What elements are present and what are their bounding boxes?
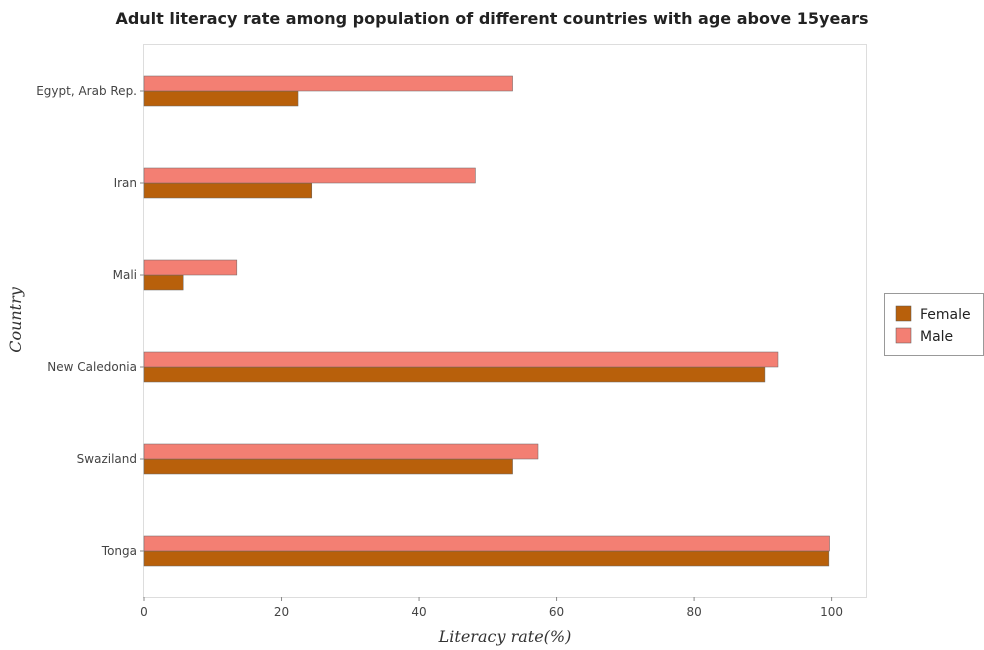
- legend-label-male: Male: [920, 329, 953, 345]
- x-axis-ticks: 0 20 40 60 80 100: [140, 597, 843, 619]
- legend-box: [884, 293, 984, 356]
- legend-swatch-male: [895, 327, 912, 344]
- bars: [143, 75, 830, 567]
- y-axis-ticks: Egypt, Arab Rep. Iran Mali New Caledonia Swa…: [36, 84, 144, 558]
- plot-area: [143, 44, 867, 598]
- bar-male-iran: [143, 167, 476, 184]
- bar-female-iran: [143, 182, 313, 199]
- x-axis-title: Literacy rate(%): [438, 627, 572, 646]
- y-tick-label: New Caledonia: [47, 360, 137, 374]
- bar-female-tonga: [143, 550, 830, 567]
- legend: Female Male: [884, 293, 984, 356]
- x-tick-label: 40: [411, 605, 426, 619]
- bar-male-mali: [143, 259, 238, 276]
- bar-male-tonga: [143, 535, 830, 552]
- bar-female-mali: [143, 274, 184, 291]
- bar-female-egypt-arab-rep: [143, 90, 299, 107]
- x-tick-label: 0: [140, 605, 148, 619]
- bar-female-swaziland: [143, 458, 513, 475]
- y-tick-label: Swaziland: [77, 452, 137, 466]
- x-tick-label: 100: [820, 605, 843, 619]
- legend-swatch-female: [895, 305, 912, 322]
- y-tick-label: Egypt, Arab Rep.: [36, 84, 137, 98]
- chart-title: Adult literacy rate among population of …: [115, 9, 868, 28]
- y-axis-title: Country: [6, 286, 25, 353]
- bar-male-egypt-arab-rep: [143, 75, 513, 92]
- y-tick-label: Mali: [113, 268, 137, 282]
- legend-label-female: Female: [920, 307, 971, 323]
- x-tick-label: 80: [686, 605, 701, 619]
- y-tick-label: Tonga: [101, 544, 137, 558]
- bar-female-new-caledonia: [143, 366, 766, 383]
- bar-male-swaziland: [143, 443, 539, 460]
- bar-male-new-caledonia: [143, 351, 779, 368]
- y-tick-label: Iran: [114, 176, 137, 190]
- x-tick-label: 20: [274, 605, 289, 619]
- x-tick-label: 60: [549, 605, 564, 619]
